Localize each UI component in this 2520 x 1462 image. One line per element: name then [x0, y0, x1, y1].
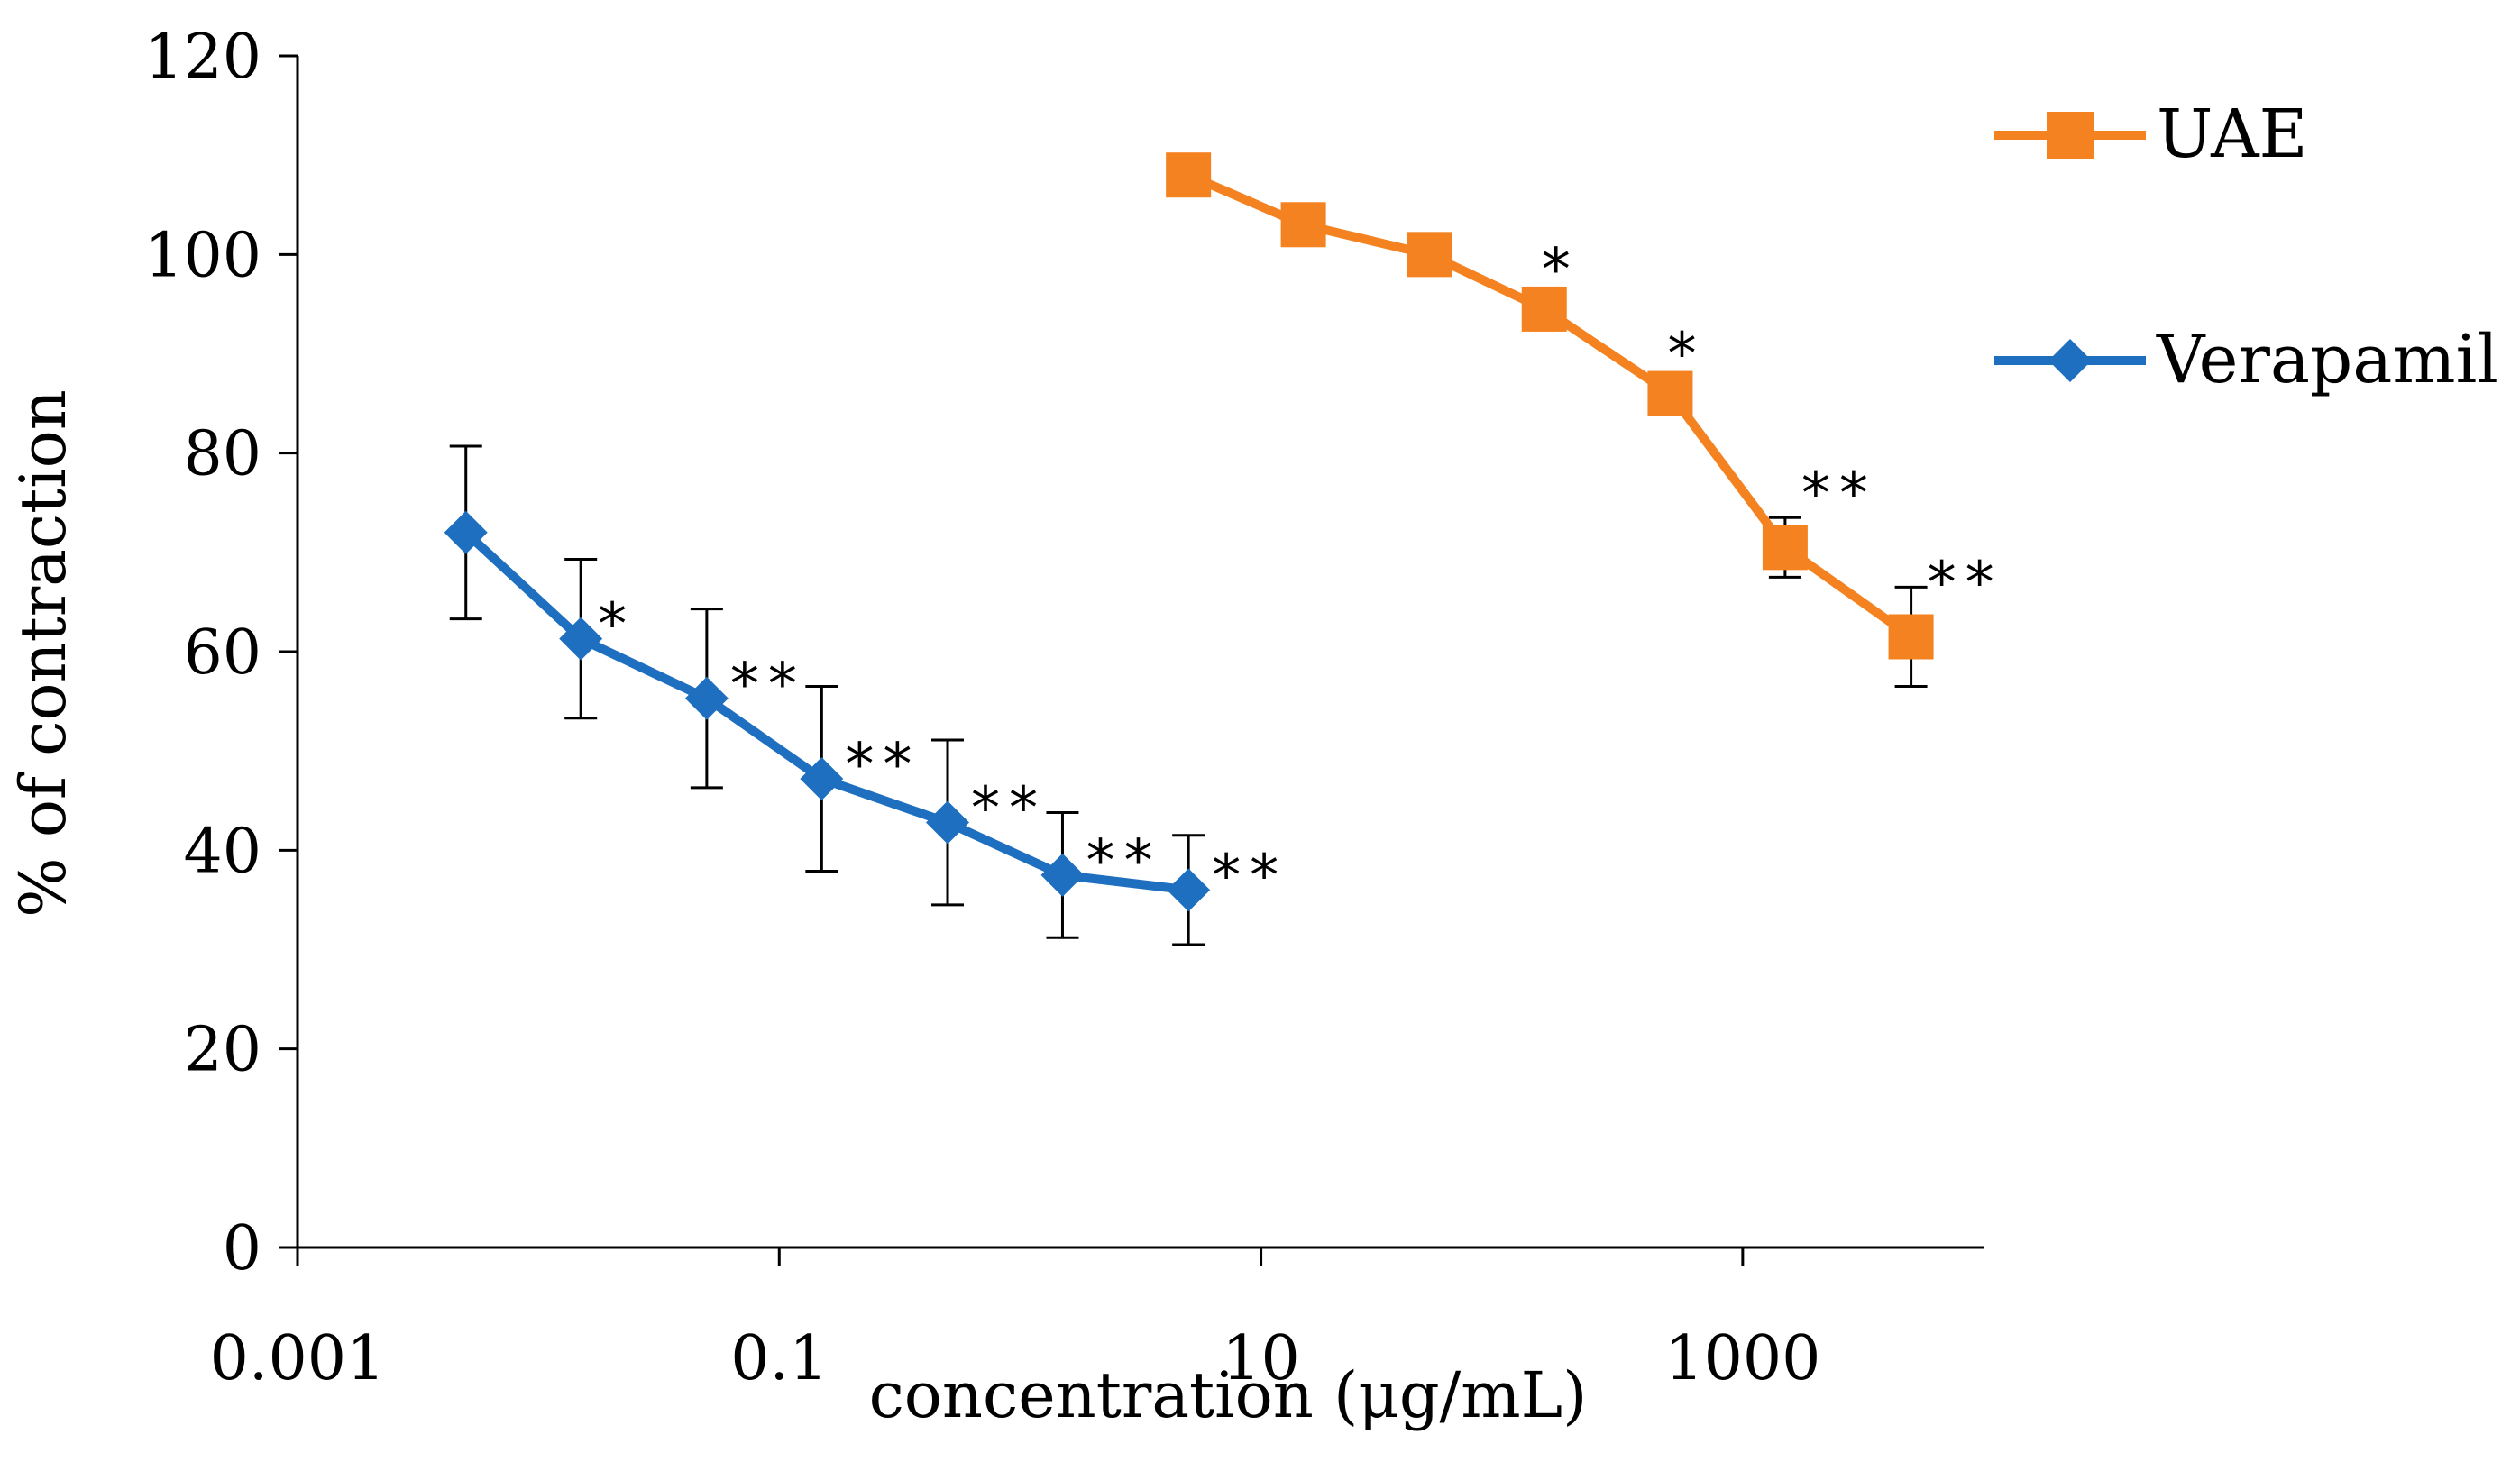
- legend-marker-diamond: [2048, 339, 2092, 382]
- series-layer: [444, 152, 1934, 912]
- y-tick-label: 20: [183, 1015, 261, 1086]
- data-point-square: [1280, 202, 1326, 248]
- data-point-square: [1407, 232, 1452, 278]
- x-tick-label: 0.1: [730, 1323, 828, 1394]
- data-point-square: [1521, 286, 1567, 332]
- data-point-square: [1166, 152, 1212, 198]
- significance-mark: *: [598, 592, 636, 659]
- data-point-square: [1888, 614, 1934, 660]
- data-point-square: [1647, 370, 1693, 416]
- data-point-diamond: [444, 510, 488, 554]
- x-axis-title: concentration (μg/mL): [869, 1358, 1588, 1432]
- significance-mark: *: [1667, 322, 1705, 388]
- axes: 0 20 40 60 80 100 120 0.001 0.1 10 1000: [144, 22, 1984, 1394]
- y-tick-label: 100: [144, 220, 261, 291]
- legend: UAE Verapamil: [1994, 96, 2498, 398]
- data-point-diamond: [926, 800, 970, 845]
- y-tick-label: 0: [223, 1213, 261, 1284]
- data-point-diamond: [684, 676, 729, 720]
- data-point-diamond: [1167, 868, 1211, 912]
- significance-mark: **: [1801, 461, 1877, 527]
- y-tick-label: 60: [183, 617, 261, 689]
- significance-mark: **: [1212, 843, 1287, 909]
- legend-marker-square: [2047, 112, 2094, 159]
- x-tick-label: 0.001: [210, 1323, 386, 1394]
- error-bars: [449, 444, 1928, 946]
- x-tick-label: 1000: [1664, 1323, 1820, 1394]
- y-tick-label: 40: [183, 816, 261, 887]
- significance-marks: *************** **: [598, 237, 2003, 909]
- significance-mark: **: [971, 775, 1047, 842]
- data-point-diamond: [559, 617, 603, 661]
- significance-mark: **: [1928, 550, 2003, 617]
- significance-mark: **: [730, 652, 806, 718]
- significance-mark: *: [1542, 237, 1580, 304]
- data-point-diamond: [800, 757, 844, 801]
- legend-label-verapamil: Verapamil: [2156, 321, 2498, 398]
- significance-mark: **: [845, 732, 921, 799]
- y-tick-label: 120: [144, 22, 261, 93]
- y-axis-title: % of contraction: [6, 389, 80, 918]
- x-tick-label: 10: [1222, 1323, 1300, 1394]
- legend-label-uae: UAE: [2157, 96, 2308, 173]
- series-line-verapamil: [463, 529, 1189, 895]
- y-tick-label: 80: [183, 419, 261, 490]
- data-point-square: [1762, 525, 1808, 571]
- data-point-diamond: [1040, 853, 1085, 897]
- significance-mark: **: [1086, 828, 1161, 895]
